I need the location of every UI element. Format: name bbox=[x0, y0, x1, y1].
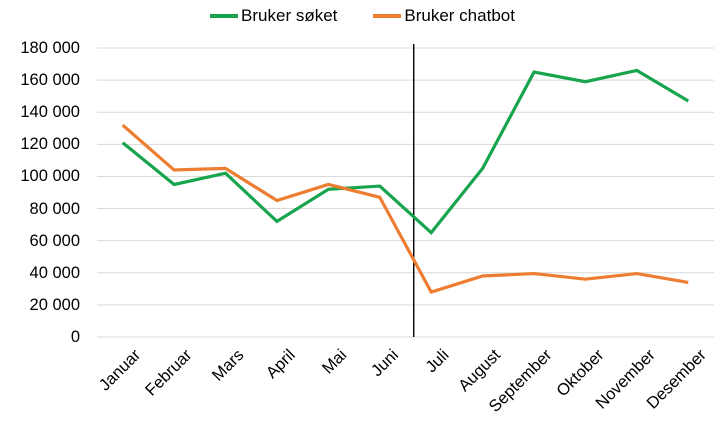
legend-marker-icon bbox=[373, 14, 402, 18]
y-axis-tick-label: 80 000 bbox=[29, 199, 80, 218]
y-axis-tick-label: 180 000 bbox=[20, 39, 80, 57]
y-axis-tick-label: 100 000 bbox=[20, 167, 80, 186]
series-line-1 bbox=[121, 123, 689, 294]
legend-label: Bruker chatbot bbox=[404, 6, 515, 25]
chart-legend: Bruker søket Bruker chatbot bbox=[0, 6, 725, 26]
legend-label: Bruker søket bbox=[241, 6, 338, 25]
legend-item-0: Bruker søket bbox=[210, 6, 337, 26]
y-axis-tick-label: 60 000 bbox=[29, 231, 80, 250]
series-line-0 bbox=[121, 68, 690, 235]
legend-marker-icon bbox=[210, 14, 239, 18]
legend-item-1: Bruker chatbot bbox=[373, 6, 515, 26]
y-axis-tick-label: 0 bbox=[70, 328, 80, 346]
y-axis-tick-label: 140 000 bbox=[20, 103, 80, 122]
y-axis-tick-label: 40 000 bbox=[29, 263, 80, 282]
y-axis-tick-label: 20 000 bbox=[29, 295, 80, 314]
y-axis-tick-label: 120 000 bbox=[20, 135, 80, 154]
y-axis-tick-label: 160 000 bbox=[20, 71, 80, 90]
